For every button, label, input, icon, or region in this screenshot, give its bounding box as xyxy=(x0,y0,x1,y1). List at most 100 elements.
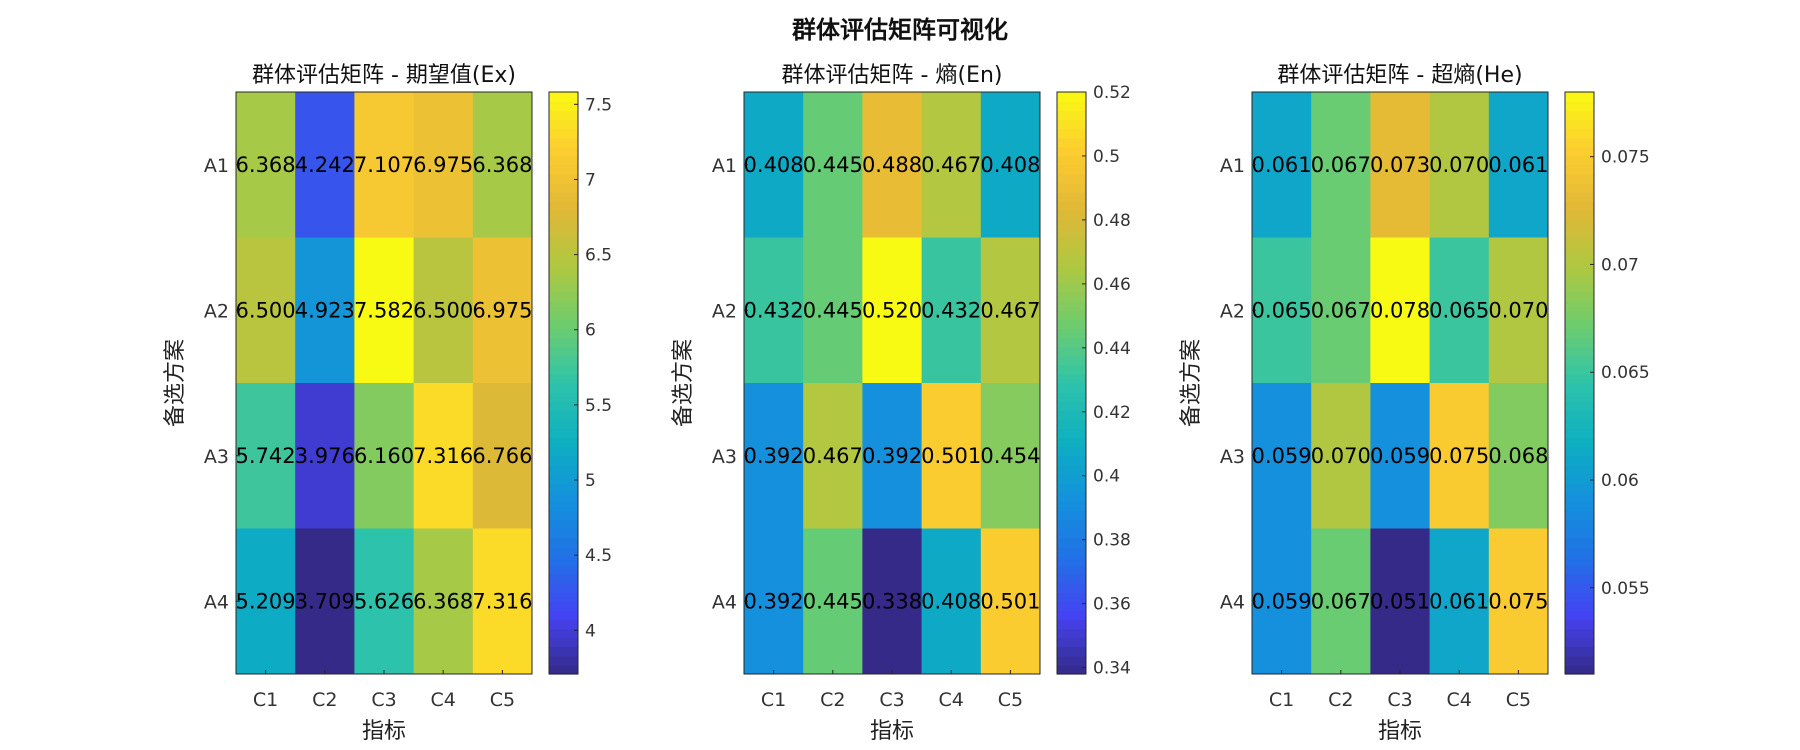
cell-value-label: 0.408 xyxy=(744,153,804,177)
colorbar-segment xyxy=(1057,628,1086,639)
colorbar-segment xyxy=(549,337,578,348)
colorbar-segment xyxy=(549,128,578,139)
x-tick-label: C3 xyxy=(879,689,904,711)
colorbar-segment xyxy=(1565,264,1594,275)
y-tick-label: A3 xyxy=(1220,446,1245,468)
y-tick-label: A2 xyxy=(1220,300,1245,322)
heatmap-cell xyxy=(1252,528,1312,675)
colorbar-segment xyxy=(1565,637,1594,648)
y-tick-label: A4 xyxy=(204,591,229,613)
heatmap-cell xyxy=(744,383,804,529)
cell-value-label: 0.051 xyxy=(1370,589,1430,613)
colorbar-segment xyxy=(1057,192,1086,202)
cell-value-label: 6.500 xyxy=(236,298,296,322)
heatmap-cell xyxy=(1429,383,1490,529)
colorbar-segment xyxy=(1565,446,1594,457)
cell-value-label: 0.075 xyxy=(1429,444,1489,468)
colorbar-segment xyxy=(1565,228,1594,239)
colorbar-segment xyxy=(549,155,578,166)
y-tick-label: A2 xyxy=(204,300,229,322)
colorbar-segment xyxy=(1565,655,1594,666)
colorbar-segment xyxy=(1565,628,1594,639)
colorbar-segment xyxy=(1565,273,1594,284)
cell-value-label: 0.068 xyxy=(1488,444,1548,468)
colorbar-segment xyxy=(549,446,578,457)
cell-value-label: 0.432 xyxy=(921,298,981,322)
cell-value-label: 0.467 xyxy=(803,444,863,468)
cell-value-label: 0.520 xyxy=(862,298,922,322)
heatmap-cell xyxy=(980,383,1041,529)
cell-value-label: 0.067 xyxy=(1311,589,1371,613)
colorbar-segment xyxy=(549,219,578,230)
heatmap-cell xyxy=(354,237,415,384)
colorbar-segment xyxy=(1565,319,1594,330)
colorbar-segment xyxy=(549,319,578,330)
colorbar-segment xyxy=(1057,655,1086,666)
colorbar-segment xyxy=(1057,610,1086,621)
colorbar-segment xyxy=(1565,292,1594,302)
cell-value-label: 0.454 xyxy=(980,444,1040,468)
colorbar-segment xyxy=(1057,519,1086,530)
colorbar-segment xyxy=(1057,537,1086,548)
colorbar-segment xyxy=(1565,101,1594,111)
colorbar-segment xyxy=(549,401,578,411)
colorbar-segment xyxy=(549,92,578,102)
cell-value-label: 6.368 xyxy=(413,589,473,613)
colorbar-segment xyxy=(1565,301,1594,311)
colorbar-segment xyxy=(549,428,578,439)
heatmap-cell xyxy=(413,528,474,675)
cell-value-label: 0.408 xyxy=(921,589,981,613)
colorbar-segment xyxy=(1057,210,1086,220)
heatmap-cell xyxy=(236,528,296,675)
colorbar-segment xyxy=(1057,437,1086,448)
colorbar-segment xyxy=(1565,364,1594,375)
colorbar-segment xyxy=(1565,237,1594,248)
colorbar-segment xyxy=(1565,419,1594,430)
colorbar-segment xyxy=(549,492,578,502)
panel-title: 群体评估矩阵 - 期望值(Ex) xyxy=(252,63,516,88)
colorbar-segment xyxy=(1057,664,1086,675)
x-tick-label: C2 xyxy=(820,689,845,711)
heatmap-cell xyxy=(1311,237,1371,384)
colorbar-segment xyxy=(549,110,578,120)
colorbar-segment xyxy=(549,264,578,275)
colorbar-segment xyxy=(1057,237,1086,248)
colorbar-segment xyxy=(549,173,578,184)
y-tick-label: A1 xyxy=(204,155,229,177)
colorbar-segment xyxy=(1057,228,1086,239)
heatmap-cell xyxy=(921,528,982,675)
heatmap-cell xyxy=(413,237,474,384)
colorbar-segment xyxy=(1057,573,1086,584)
colorbar-segment xyxy=(549,182,578,193)
colorbar-segment xyxy=(549,137,578,148)
x-axis-label: 指标 xyxy=(362,719,406,744)
cell-value-label: 0.467 xyxy=(921,153,981,177)
colorbar-segment xyxy=(549,373,578,384)
colorbar-tick-label: 6 xyxy=(585,321,596,341)
colorbar-frame xyxy=(1564,91,1595,675)
colorbar-segment xyxy=(1565,310,1594,320)
colorbar-segment xyxy=(549,210,578,220)
colorbar-segment xyxy=(1057,201,1086,211)
colorbar-segment xyxy=(549,537,578,548)
cell-value-label: 0.408 xyxy=(980,153,1040,177)
panel-en: 群体评估矩阵 - 熵(En)0.408 0.445 0.488 0.467 0.4080… xyxy=(671,63,1131,744)
heatmap-cell xyxy=(1311,528,1371,675)
colorbar-segment xyxy=(549,573,578,584)
heatmap-cell xyxy=(413,383,474,529)
colorbar-segment xyxy=(1565,610,1594,621)
heatmap-cell xyxy=(921,383,982,529)
colorbar-segment xyxy=(1057,155,1086,166)
heatmap-cell xyxy=(295,383,355,529)
cell-value-label: 7.316 xyxy=(472,589,532,613)
colorbar-segment xyxy=(1057,92,1086,102)
cell-value-label: 6.766 xyxy=(472,444,532,468)
colorbar-segment xyxy=(1565,155,1594,166)
heatmap-cell xyxy=(1311,92,1371,238)
cell-value-label: 0.065 xyxy=(1429,298,1489,322)
colorbar-segment xyxy=(1057,392,1086,402)
colorbar-segment xyxy=(1057,146,1086,157)
x-tick-label: C2 xyxy=(312,689,337,711)
cell-value-label: 4.923 xyxy=(295,298,355,322)
